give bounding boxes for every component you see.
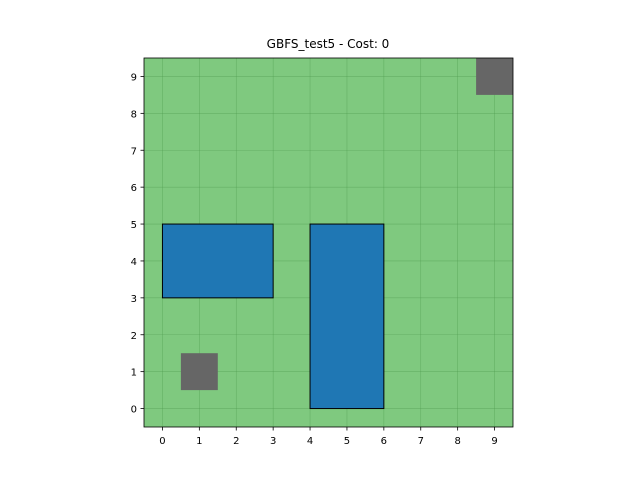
x-tick-label: 1 — [196, 436, 202, 447]
y-tick-label: 7 — [131, 146, 137, 157]
goal-marker — [476, 58, 513, 95]
x-tick-label: 5 — [344, 436, 350, 447]
obstacle-rect — [161, 223, 274, 299]
x-tick-label: 3 — [270, 436, 276, 447]
y-tick-label: 1 — [131, 368, 137, 379]
x-tick-label: 4 — [307, 436, 313, 447]
plot-area: 0 1 2 3 4 5 6 7 8 9 0 1 2 3 4 5 6 7 8 9 — [131, 57, 514, 447]
x-tick-label: 7 — [418, 436, 424, 447]
x-tick-label: 6 — [381, 436, 387, 447]
start-marker — [180, 353, 218, 391]
chart-title: GBFS_test5 - Cost: 0 — [267, 37, 390, 51]
y-tick-label: 9 — [131, 72, 137, 83]
y-tick-label: 0 — [131, 405, 137, 416]
x-tick-label: 2 — [233, 436, 239, 447]
y-tick-label: 6 — [131, 183, 137, 194]
y-tick-label: 4 — [131, 257, 137, 268]
axes-frame — [143, 57, 514, 428]
x-tick-label: 9 — [491, 436, 497, 447]
obstacle-rect — [309, 223, 385, 410]
y-tick-label: 3 — [131, 294, 137, 305]
y-tick-label: 2 — [131, 331, 137, 342]
x-tick-label: 8 — [454, 436, 460, 447]
x-tick-label: 0 — [159, 436, 165, 447]
y-tick-label: 5 — [131, 220, 137, 231]
y-tick-label: 8 — [131, 109, 137, 120]
